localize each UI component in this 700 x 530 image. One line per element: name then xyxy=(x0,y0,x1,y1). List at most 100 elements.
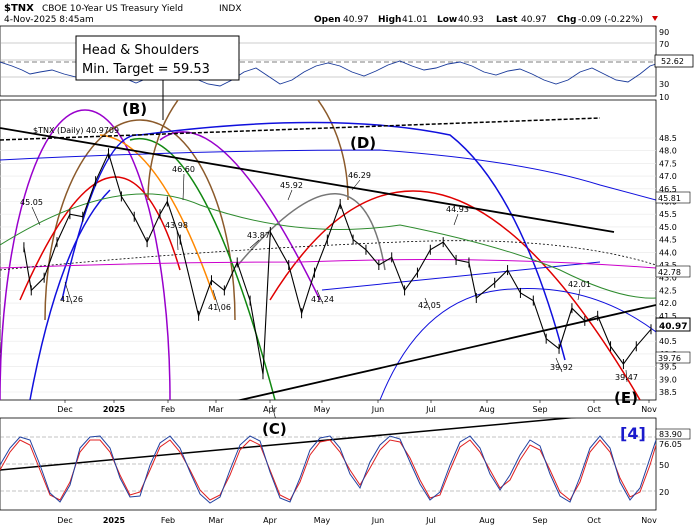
main-tick-label: 47.0 xyxy=(659,172,677,181)
main-tick-label: 40.5 xyxy=(659,337,677,346)
rsi-value-label: 52.62 xyxy=(661,57,684,66)
high-value: 41.01 xyxy=(402,15,428,25)
main-tick-label: 43.0 xyxy=(659,274,677,283)
main-tick-label: 44.5 xyxy=(659,236,677,245)
price-label-leader xyxy=(555,357,563,373)
x-axis-label: Apr xyxy=(263,405,278,414)
price-label-leader xyxy=(287,189,293,201)
x-axis-label: Dec xyxy=(57,405,72,414)
main-gridlines xyxy=(0,137,656,393)
x-axis-stoch: Dec 2025 Feb Mar Apr May Jun Jul Aug Sep Oct Nov xyxy=(57,516,657,525)
price-label-leader xyxy=(249,239,260,249)
ma-lower-value: 39.76 xyxy=(658,354,681,363)
magenta-ma xyxy=(0,259,656,269)
x-axis-label: Sep xyxy=(532,516,547,525)
brown-cycle-arc-left xyxy=(44,119,236,321)
price-label: 46.60 xyxy=(172,165,195,174)
blue-cycle-arc-left xyxy=(29,189,111,400)
price-label: 39.92 xyxy=(550,363,573,372)
x-axis-label: Jun xyxy=(371,516,385,525)
main-legend: $TNX (Daily) 40.9709 xyxy=(33,126,119,135)
main-panel: 48.548.047.547.046.546.045.545.044.544.0… xyxy=(0,35,691,429)
price-label-leader xyxy=(31,206,41,226)
purple-cycle-arc-right xyxy=(159,131,321,301)
dotted-ma xyxy=(0,240,656,271)
orange-cycle-arc xyxy=(99,134,216,301)
price-label-leader xyxy=(351,179,361,191)
exchange: INDX xyxy=(219,4,241,14)
x-axis-label: Dec xyxy=(57,516,72,525)
stoch-value-box-1 xyxy=(655,428,691,440)
x-axis-label: Jul xyxy=(425,516,436,525)
blue-envelope-upper xyxy=(0,149,656,201)
gray-cycle-arc xyxy=(237,193,386,271)
main-tick-label: 48.0 xyxy=(659,147,677,156)
high-label: High xyxy=(378,15,401,25)
price-label: 41.24 xyxy=(311,295,334,304)
price-label-leader xyxy=(182,173,185,201)
main-tick-label: 45.5 xyxy=(659,210,677,219)
x-axis-label: May xyxy=(314,516,331,525)
price-label: 42.05 xyxy=(418,301,441,310)
stoch-signal-line xyxy=(0,439,656,501)
x-axis-label: May xyxy=(314,405,331,414)
x-axis-label: Aug xyxy=(479,405,495,414)
wave-label-d: (D) xyxy=(350,134,376,152)
dashed-neckline xyxy=(0,117,601,141)
ma-mid-value: 42.78 xyxy=(658,268,681,277)
price-label-leader xyxy=(577,288,581,301)
x-axis-label: Aug xyxy=(479,516,495,525)
x-axis-label: Sep xyxy=(532,405,547,414)
main-tick-label: 44.0 xyxy=(659,248,677,257)
stoch-value-2: 76.05 xyxy=(659,440,682,449)
x-axis-label: Mar xyxy=(208,405,224,414)
main-tick-label: 45.0 xyxy=(659,223,677,232)
green-ma xyxy=(0,193,656,299)
blue-envelope-lower xyxy=(379,287,656,400)
wave-label-e: (E) xyxy=(614,389,638,407)
price-label-leader xyxy=(176,229,179,251)
x-axis-label: Nov xyxy=(641,516,657,525)
red-cycle-arc-main xyxy=(269,190,641,400)
last-value-box xyxy=(655,317,691,332)
price-series xyxy=(23,148,652,380)
rsi-tick-30: 30 xyxy=(659,80,669,89)
price-label-leader xyxy=(64,281,73,305)
main-tick-label: 38.5 xyxy=(659,388,677,397)
price-label-leader xyxy=(212,289,221,313)
open-value: 40.97 xyxy=(343,15,369,25)
x-axis-label: Jun xyxy=(371,405,385,414)
price-label: 39.47 xyxy=(615,373,638,382)
price-label: 41.26 xyxy=(60,295,83,304)
annotation-line-1: Head & Shoulders xyxy=(82,43,199,58)
x-axis-label: Jul xyxy=(425,405,436,414)
upper-trendline xyxy=(0,127,615,233)
main-tick-label: 42.0 xyxy=(659,299,677,308)
rsi-tick-10: 10 xyxy=(659,93,669,102)
price-label-leader xyxy=(453,213,459,226)
lower-trendline xyxy=(236,304,656,400)
x-axis-label: Nov xyxy=(641,405,657,414)
cycle-label: [4] xyxy=(620,424,646,443)
x-axis-label: 2025 xyxy=(103,516,126,525)
symbol: $TNX xyxy=(4,3,34,14)
price-label: 45.05 xyxy=(20,198,43,207)
low-value: 40.93 xyxy=(458,15,484,25)
annotation-line-2: Min. Target = 59.53 xyxy=(82,62,210,77)
chg-value: -0.09 (-0.22%) xyxy=(578,15,643,25)
main-tick-label: 43.5 xyxy=(659,261,677,270)
x-axis-main: Dec 2025 Feb Mar Apr May Jun Jul Aug Sep Oct Nov xyxy=(57,400,657,414)
ma-upper-box xyxy=(655,191,691,204)
ma-mid-box xyxy=(655,265,691,278)
x-axis-label: Apr xyxy=(263,516,278,525)
price-label: 43.87 xyxy=(247,231,270,240)
stoch-tick-50: 50 xyxy=(659,461,669,470)
annotation-box xyxy=(75,35,240,81)
chg-label: Chg xyxy=(557,15,576,25)
rsi-value-box xyxy=(654,54,694,68)
wave-label-c: (C) xyxy=(262,420,287,438)
blue-channel-line xyxy=(321,261,601,291)
chart-header: $TNX CBOE 10-Year US Treasury Yield INDX… xyxy=(4,3,658,25)
last-value: 40.97 xyxy=(521,15,547,25)
